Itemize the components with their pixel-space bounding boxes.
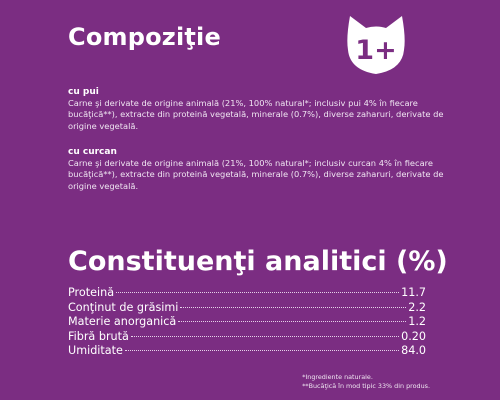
row-value: 0.20 [401,329,426,343]
composition-text: Carne şi derivate de origine animală (21… [68,98,444,131]
dotted-leader [180,306,407,308]
page-title: Compoziţie [68,23,221,51]
age-badge: 1+ [340,8,412,80]
row-value: 11.7 [401,286,426,299]
table-row: Conţinut de grăsimi 2.2 [68,301,426,316]
composition-chicken: cu pui Carne şi derivate de origine anim… [68,86,448,132]
analytics-table: Proteină 11.7 Conţinut de grăsimi 2.2 Ma… [68,286,426,359]
badge-text: 1+ [355,35,396,66]
table-row: Proteină 11.7 [68,286,426,301]
row-label: Conţinut de grăsimi [68,300,179,314]
table-row: Fibră brută 0.20 [68,330,426,345]
composition-heading: cu curcan [68,147,117,157]
cat-head-icon: 1+ [347,16,405,74]
row-value: 84.0 [401,344,426,358]
row-value: 1.2 [408,315,426,329]
footnote-natural: *Ingrediente naturale. [302,373,373,381]
row-label: Materie anorganică [68,315,177,329]
composition-heading: cu pui [68,87,99,97]
footnotes: *Ingrediente naturale. **Bucăţică în mod… [302,373,430,391]
footnote-piece: **Bucăţică în mod tipic 33% din produs. [302,382,430,390]
table-row: Materie anorganică 1.2 [68,315,426,330]
row-value: 2.2 [408,300,426,314]
dotted-leader [178,321,407,323]
row-label: Fibră brută [68,329,129,343]
analytics-title: Constituenţi analitici (%) [68,246,448,277]
dotted-leader [130,335,400,337]
table-row: Umiditate 84.0 [68,344,426,359]
dotted-leader [116,292,400,293]
composition-text: Carne şi derivate de origine animală (21… [68,158,444,191]
row-label: Umiditate [68,344,123,358]
dotted-leader [124,350,400,352]
composition-turkey: cu curcan Carne şi derivate de origine a… [68,146,448,192]
row-label: Proteină [68,286,115,299]
